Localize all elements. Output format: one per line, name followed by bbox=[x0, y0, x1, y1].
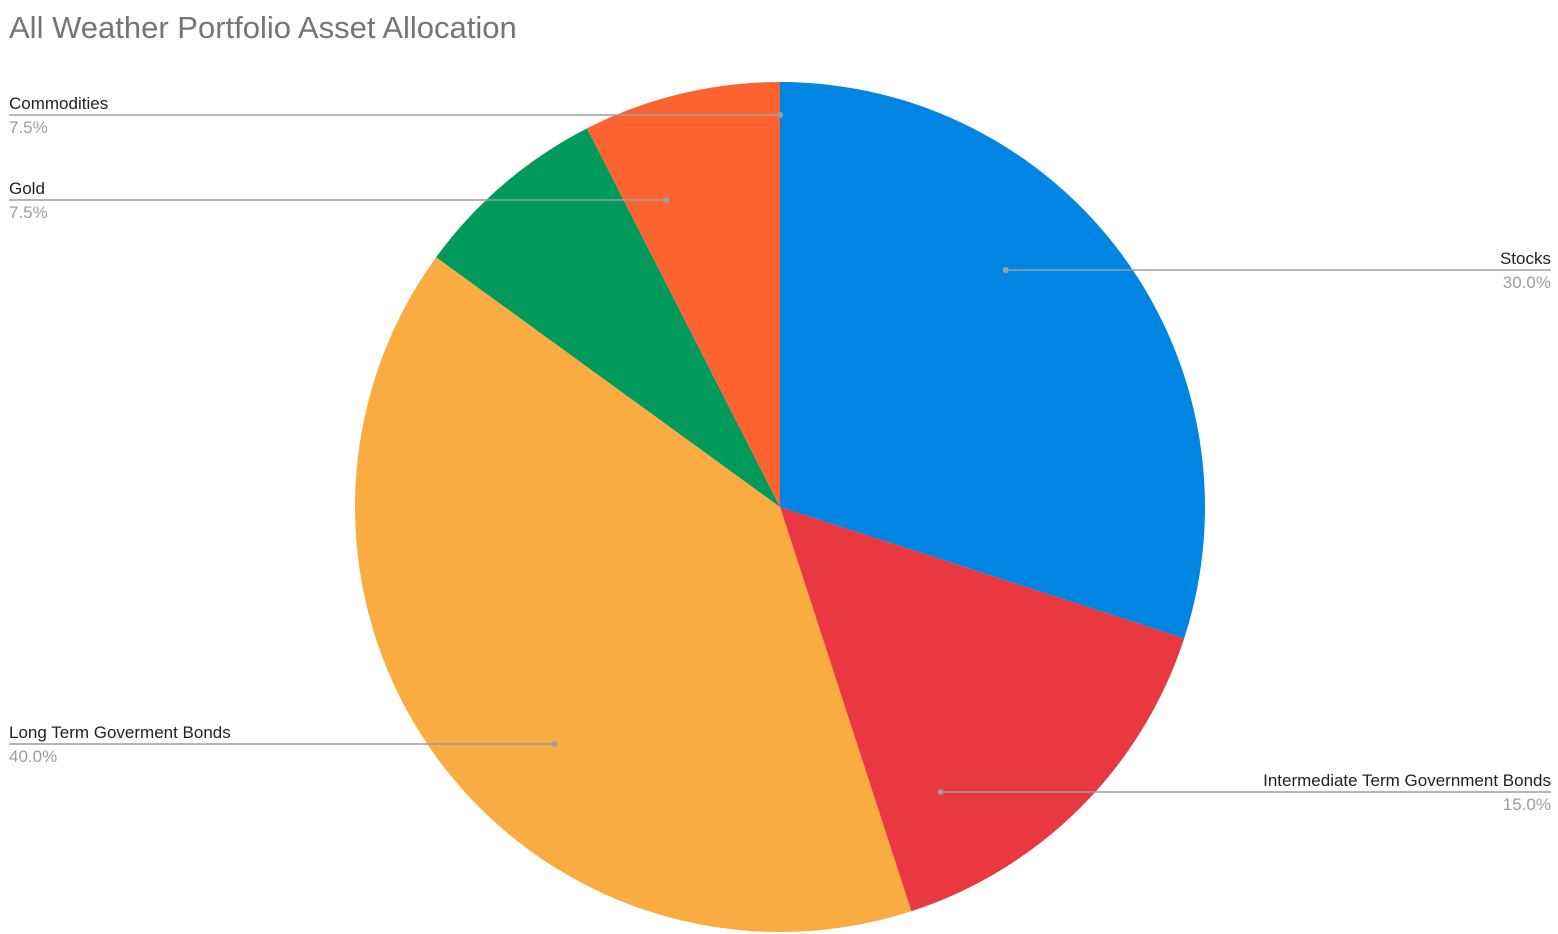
slice-name: Stocks bbox=[1500, 249, 1551, 268]
leader-dot bbox=[551, 741, 558, 747]
pie-slice-gold bbox=[436, 128, 780, 507]
leader-dot bbox=[777, 112, 783, 118]
slice-label-stocks: Stocks 30.0% bbox=[1002, 249, 1551, 292]
slice-value: 7.5% bbox=[9, 203, 48, 222]
leader-dot bbox=[937, 789, 944, 795]
pie-slices bbox=[355, 81, 1205, 932]
leader-dot bbox=[663, 197, 670, 203]
slice-value: 30.0% bbox=[1503, 273, 1551, 292]
chart-title: All Weather Portfolio Asset Allocation bbox=[9, 10, 517, 45]
slice-name: Intermediate Term Government Bonds bbox=[1263, 771, 1551, 790]
slice-name: Gold bbox=[9, 179, 45, 198]
slice-label-intermediate-term-government-bonds: Intermediate Term Government Bonds 15.0% bbox=[937, 771, 1551, 814]
slice-label-gold: Gold 7.5% bbox=[9, 179, 670, 222]
pie-slice-stocks bbox=[780, 82, 1205, 639]
slice-label-long-term-goverment-bonds: Long Term Goverment Bonds 40.0% bbox=[9, 723, 558, 766]
leader-dot bbox=[1002, 267, 1009, 273]
slice-name: Commodities bbox=[9, 94, 108, 113]
slice-label-commodities: Commodities 7.5% bbox=[9, 94, 783, 137]
pie-slice-intermediate-term-government-bonds bbox=[780, 507, 1185, 912]
slice-value: 40.0% bbox=[9, 747, 57, 766]
slice-value: 15.0% bbox=[1503, 795, 1551, 814]
pie-slice-commodities bbox=[587, 81, 780, 507]
pie-slice-long-term-goverment-bonds bbox=[355, 257, 912, 932]
slice-value: 7.5% bbox=[9, 118, 48, 137]
slice-name: Long Term Goverment Bonds bbox=[9, 723, 231, 742]
pie-labels: Stocks 30.0% Intermediate Term Government … bbox=[9, 94, 1551, 814]
